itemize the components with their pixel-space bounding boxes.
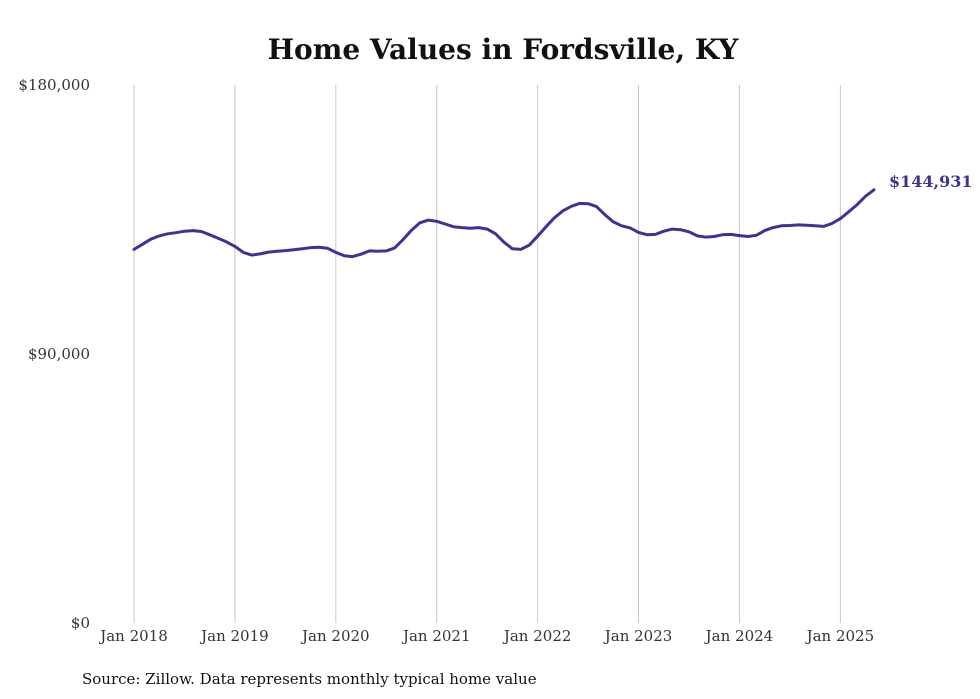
latest-value-label: $144,931 <box>889 172 973 191</box>
y-tick-label: $180,000 <box>18 76 90 94</box>
x-tick-label: Jan 2018 <box>98 627 168 645</box>
chart-title: Home Values in Fordsville, KY <box>268 33 740 66</box>
x-tick-label: Jan 2023 <box>603 627 673 645</box>
x-tick-label: Jan 2021 <box>401 627 471 645</box>
x-tick-label: Jan 2020 <box>300 627 370 645</box>
x-tick-label: Jan 2019 <box>199 627 269 645</box>
x-tick-label: Jan 2025 <box>805 627 875 645</box>
vertical-gridlines <box>133 85 841 623</box>
y-tick-label: $90,000 <box>28 345 90 363</box>
y-axis-ticks: $0 $90,000 $180,000 <box>18 76 90 632</box>
x-tick-label: Jan 2024 <box>704 627 774 645</box>
x-tick-label: Jan 2022 <box>502 627 572 645</box>
y-tick-label: $0 <box>71 614 90 632</box>
x-axis-ticks: Jan 2018 Jan 2019 Jan 2020 Jan 2021 Jan 2022… <box>98 627 874 645</box>
home-value-line <box>132 188 876 259</box>
source-note: Source: Zillow. Data represents monthly … <box>82 670 537 688</box>
